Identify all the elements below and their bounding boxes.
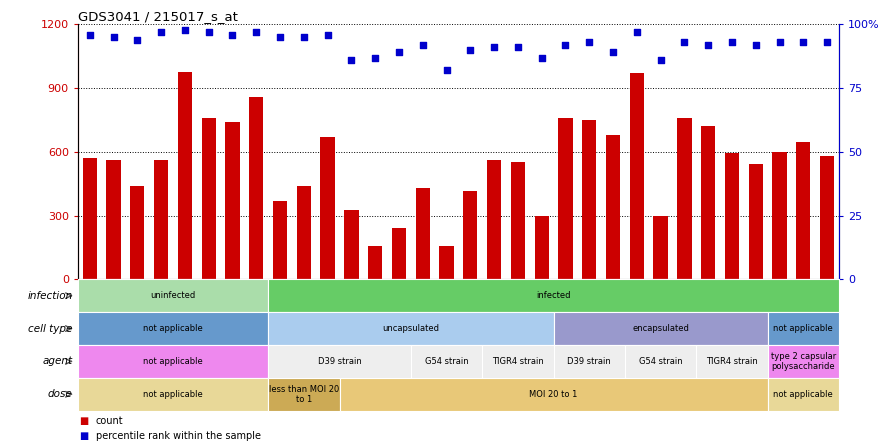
Point	[630, 28, 644, 36]
Bar	[773, 152, 787, 279]
Point	[106, 34, 120, 41]
Text: dose: dose	[48, 389, 73, 399]
Text: percentile rank within the sample: percentile rank within the sample	[96, 431, 260, 441]
Bar	[106, 160, 120, 279]
Bar	[653, 216, 667, 279]
Bar	[535, 216, 549, 279]
Bar	[296, 186, 311, 279]
Bar	[511, 163, 525, 279]
Text: ■: ■	[79, 431, 88, 441]
Bar	[344, 210, 358, 279]
Bar	[202, 118, 216, 279]
Point	[296, 34, 311, 41]
Bar	[749, 163, 763, 279]
Point	[250, 28, 264, 36]
Bar	[392, 228, 406, 279]
Bar	[796, 142, 811, 279]
Point	[320, 31, 335, 38]
Point	[606, 49, 620, 56]
Point	[440, 67, 454, 74]
Bar	[439, 246, 454, 279]
Text: not applicable: not applicable	[773, 324, 833, 333]
Point	[487, 44, 501, 51]
Point	[820, 39, 835, 46]
Text: not applicable: not applicable	[143, 357, 203, 366]
Text: infection: infection	[27, 291, 73, 301]
Text: not applicable: not applicable	[143, 324, 203, 333]
Bar	[178, 72, 192, 279]
Text: not applicable: not applicable	[773, 390, 833, 399]
Bar	[320, 137, 335, 279]
Bar	[677, 118, 691, 279]
Text: type 2 capsular
polysaccharide: type 2 capsular polysaccharide	[771, 352, 836, 371]
Bar	[250, 97, 264, 279]
Text: D39 strain: D39 strain	[567, 357, 612, 366]
Bar	[558, 118, 573, 279]
Point	[154, 28, 168, 36]
Bar	[820, 156, 835, 279]
Text: encapsulated: encapsulated	[632, 324, 689, 333]
Bar	[725, 153, 739, 279]
Bar	[701, 127, 715, 279]
Point	[653, 56, 667, 63]
Text: cell type: cell type	[28, 324, 73, 333]
Text: MOI 20 to 1: MOI 20 to 1	[529, 390, 578, 399]
Point	[178, 26, 192, 33]
Bar	[82, 158, 97, 279]
Point	[749, 41, 763, 48]
Point	[701, 41, 715, 48]
Point	[368, 54, 382, 61]
Bar	[130, 186, 144, 279]
Bar	[368, 246, 382, 279]
Point	[273, 34, 287, 41]
Text: G54 strain: G54 strain	[425, 357, 468, 366]
Point	[82, 31, 96, 38]
Bar	[487, 160, 501, 279]
Text: less than MOI 20
to 1: less than MOI 20 to 1	[269, 385, 339, 404]
Text: G54 strain: G54 strain	[639, 357, 682, 366]
Bar	[154, 160, 168, 279]
Point	[796, 39, 811, 46]
Bar	[582, 120, 596, 279]
Text: uninfected: uninfected	[150, 291, 196, 300]
Point	[130, 36, 144, 43]
Text: infected: infected	[536, 291, 571, 300]
Text: not applicable: not applicable	[143, 390, 203, 399]
Bar	[606, 135, 620, 279]
Bar	[463, 191, 478, 279]
Point	[677, 39, 691, 46]
Point	[582, 39, 596, 46]
Text: uncapsulated: uncapsulated	[382, 324, 439, 333]
Point	[226, 31, 240, 38]
Text: agent: agent	[42, 357, 73, 366]
Bar	[273, 201, 287, 279]
Point	[463, 46, 477, 53]
Point	[392, 49, 406, 56]
Bar	[416, 188, 430, 279]
Bar	[226, 122, 240, 279]
Text: TIGR4 strain: TIGR4 strain	[492, 357, 543, 366]
Point	[535, 54, 549, 61]
Text: ■: ■	[79, 416, 88, 426]
Text: GDS3041 / 215017_s_at: GDS3041 / 215017_s_at	[78, 10, 238, 23]
Point	[773, 39, 787, 46]
Bar	[629, 73, 644, 279]
Point	[511, 44, 525, 51]
Text: D39 strain: D39 strain	[318, 357, 361, 366]
Text: count: count	[96, 416, 123, 426]
Point	[725, 39, 739, 46]
Text: TIGR4 strain: TIGR4 strain	[706, 357, 758, 366]
Point	[344, 56, 358, 63]
Point	[416, 41, 430, 48]
Point	[202, 28, 216, 36]
Point	[558, 41, 573, 48]
